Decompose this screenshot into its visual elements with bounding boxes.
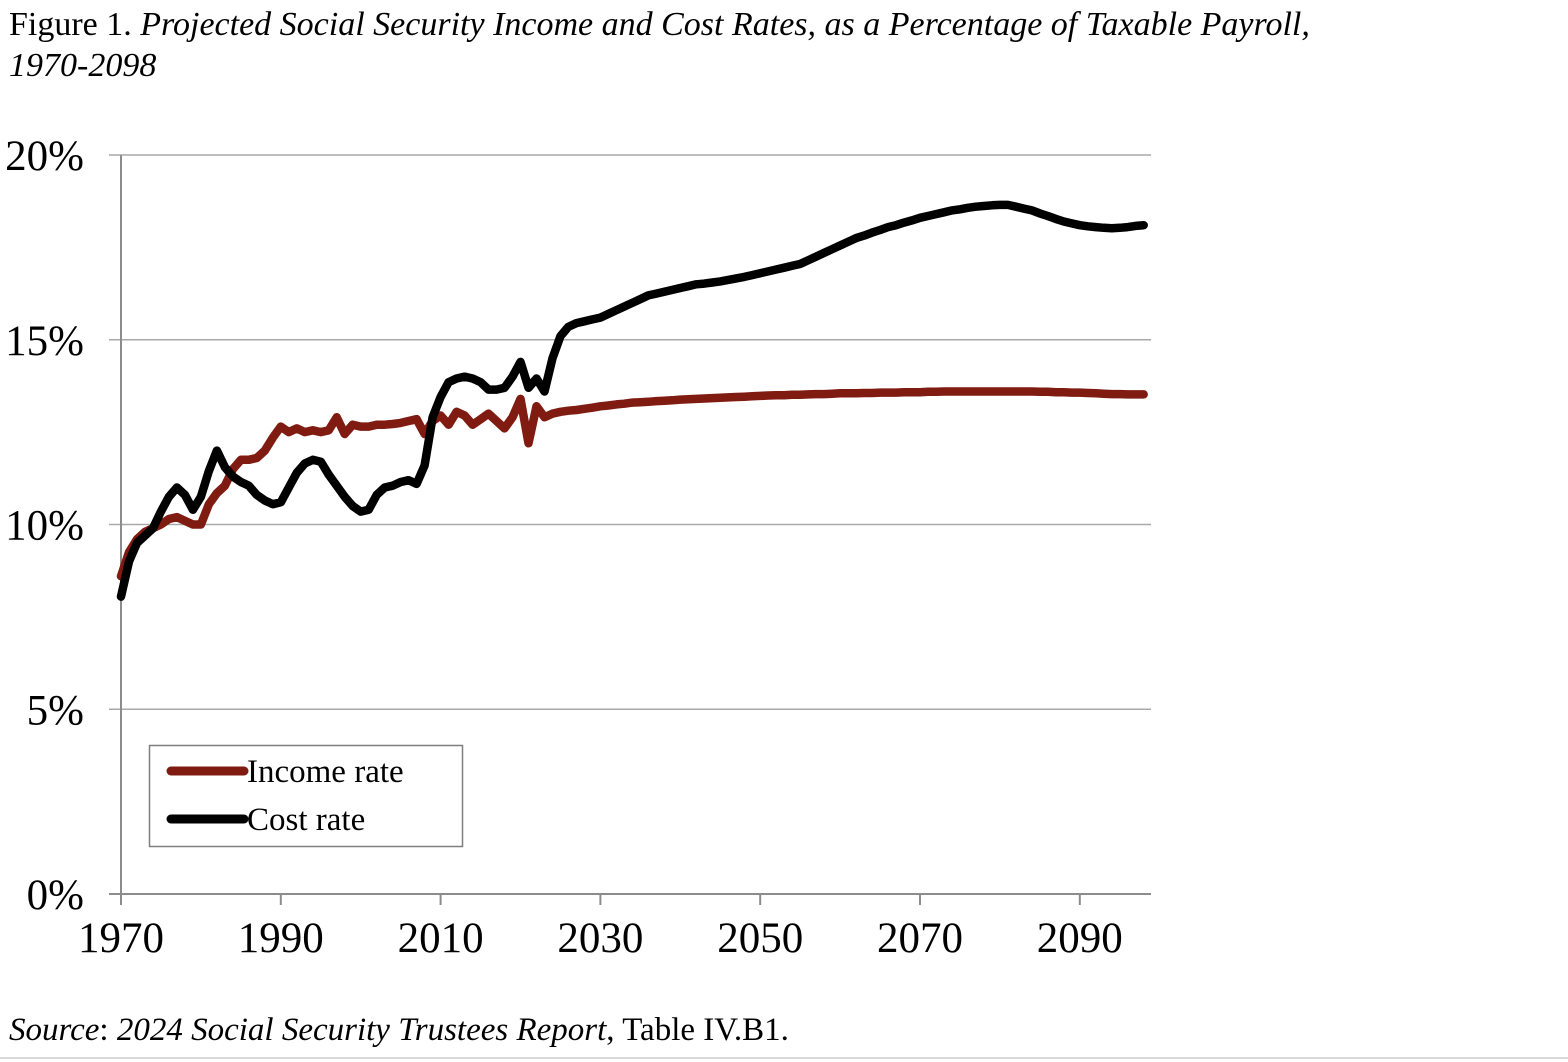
source-label: Source <box>9 1012 100 1048</box>
x-tick-label-1970: 1970 <box>78 915 164 962</box>
series-line-cost-rate <box>116 200 1148 601</box>
legend-label-income-rate: Income rate <box>247 754 404 790</box>
legend-box <box>148 744 464 848</box>
y-tick-label-5%: 5% <box>27 687 84 734</box>
y-tick-label-10%: 10% <box>5 503 84 550</box>
source-note: Source: 2024 Social Security Trustees Re… <box>9 1012 789 1049</box>
x-tick-label-2030: 2030 <box>557 915 643 962</box>
legend: Income rate Cost rate <box>148 744 464 848</box>
bottom-divider <box>0 1057 1568 1059</box>
x-axis-labels: 1970 1990 2010 2030 2050 2070 2090 <box>78 915 1123 962</box>
x-tick-label-1990: 1990 <box>238 915 324 962</box>
source-colon: : <box>99 1012 117 1048</box>
figure-title-text: Projected Social Security Income and Cos… <box>140 6 1310 43</box>
series-lines <box>116 200 1148 601</box>
axes <box>109 155 1151 905</box>
series-line-income-rate <box>116 387 1148 581</box>
legend-label-cost-rate: Cost rate <box>247 802 365 838</box>
figure-title-years: 1970-2098 <box>9 47 157 84</box>
gridlines <box>109 154 1151 710</box>
figure-title: Figure 1. Projected Social Security Inco… <box>9 4 1565 45</box>
figure-number: Figure 1. <box>9 6 141 43</box>
x-tick-label-2070: 2070 <box>877 915 963 962</box>
x-tick-label-2090: 2090 <box>1037 915 1123 962</box>
source-table-ref: , Table IV.B1. <box>606 1012 789 1048</box>
y-tick-label-15%: 15% <box>5 318 84 365</box>
y-axis-labels: 0% 5% 10% 15% 20% <box>5 133 84 919</box>
x-tick-label-2010: 2010 <box>398 915 484 962</box>
source-publication: 2024 Social Security Trustees Report <box>116 1012 607 1048</box>
y-tick-label-0%: 0% <box>27 872 84 919</box>
x-tick-label-2050: 2050 <box>717 915 803 962</box>
y-tick-label-20%: 20% <box>5 133 84 180</box>
